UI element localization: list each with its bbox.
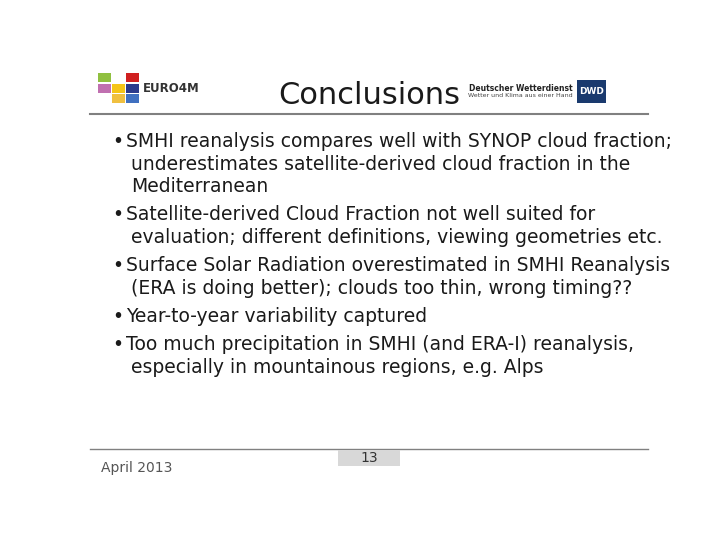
Text: SMHI reanalysis compares well with SYNOP cloud fraction;: SMHI reanalysis compares well with SYNOP…	[126, 132, 672, 151]
Text: EURO4M: EURO4M	[143, 82, 199, 94]
Text: especially in mountainous regions, e.g. Alps: especially in mountainous regions, e.g. …	[131, 357, 543, 376]
Text: (ERA is doing better); clouds too thin, wrong timing??: (ERA is doing better); clouds too thin, …	[131, 279, 632, 298]
Text: Deutscher Wetterdienst: Deutscher Wetterdienst	[469, 84, 572, 93]
Text: 13: 13	[360, 451, 378, 465]
Text: Year-to-year variability captured: Year-to-year variability captured	[126, 307, 428, 326]
Text: underestimates satellite-derived cloud fraction in the: underestimates satellite-derived cloud f…	[131, 154, 630, 174]
Text: Satellite-derived Cloud Fraction not well suited for: Satellite-derived Cloud Fraction not wel…	[126, 205, 595, 224]
Text: April 2013: April 2013	[101, 461, 173, 475]
Bar	[126, 73, 138, 82]
Text: Wetter und Klima aus einer Hand: Wetter und Klima aus einer Hand	[468, 93, 572, 98]
Text: •: •	[112, 132, 123, 151]
Bar	[112, 84, 125, 93]
Text: Mediterranean: Mediterranean	[131, 177, 268, 196]
Bar	[577, 80, 606, 103]
Bar	[126, 94, 138, 103]
Bar	[338, 450, 400, 465]
Text: evaluation; different definitions, viewing geometries etc.: evaluation; different definitions, viewi…	[131, 228, 662, 247]
Text: •: •	[112, 307, 123, 326]
Text: DWD: DWD	[579, 87, 603, 96]
Bar	[126, 84, 138, 93]
Text: Surface Solar Radiation overestimated in SMHI Reanalysis: Surface Solar Radiation overestimated in…	[126, 256, 670, 275]
Text: •: •	[112, 205, 123, 224]
Text: Too much precipitation in SMHI (and ERA-I) reanalysis,: Too much precipitation in SMHI (and ERA-…	[126, 335, 634, 354]
Bar	[112, 94, 125, 103]
Bar	[99, 84, 111, 93]
Bar	[99, 73, 111, 82]
Text: Conclusions: Conclusions	[278, 82, 460, 111]
Text: •: •	[112, 335, 123, 354]
Text: •: •	[112, 256, 123, 275]
